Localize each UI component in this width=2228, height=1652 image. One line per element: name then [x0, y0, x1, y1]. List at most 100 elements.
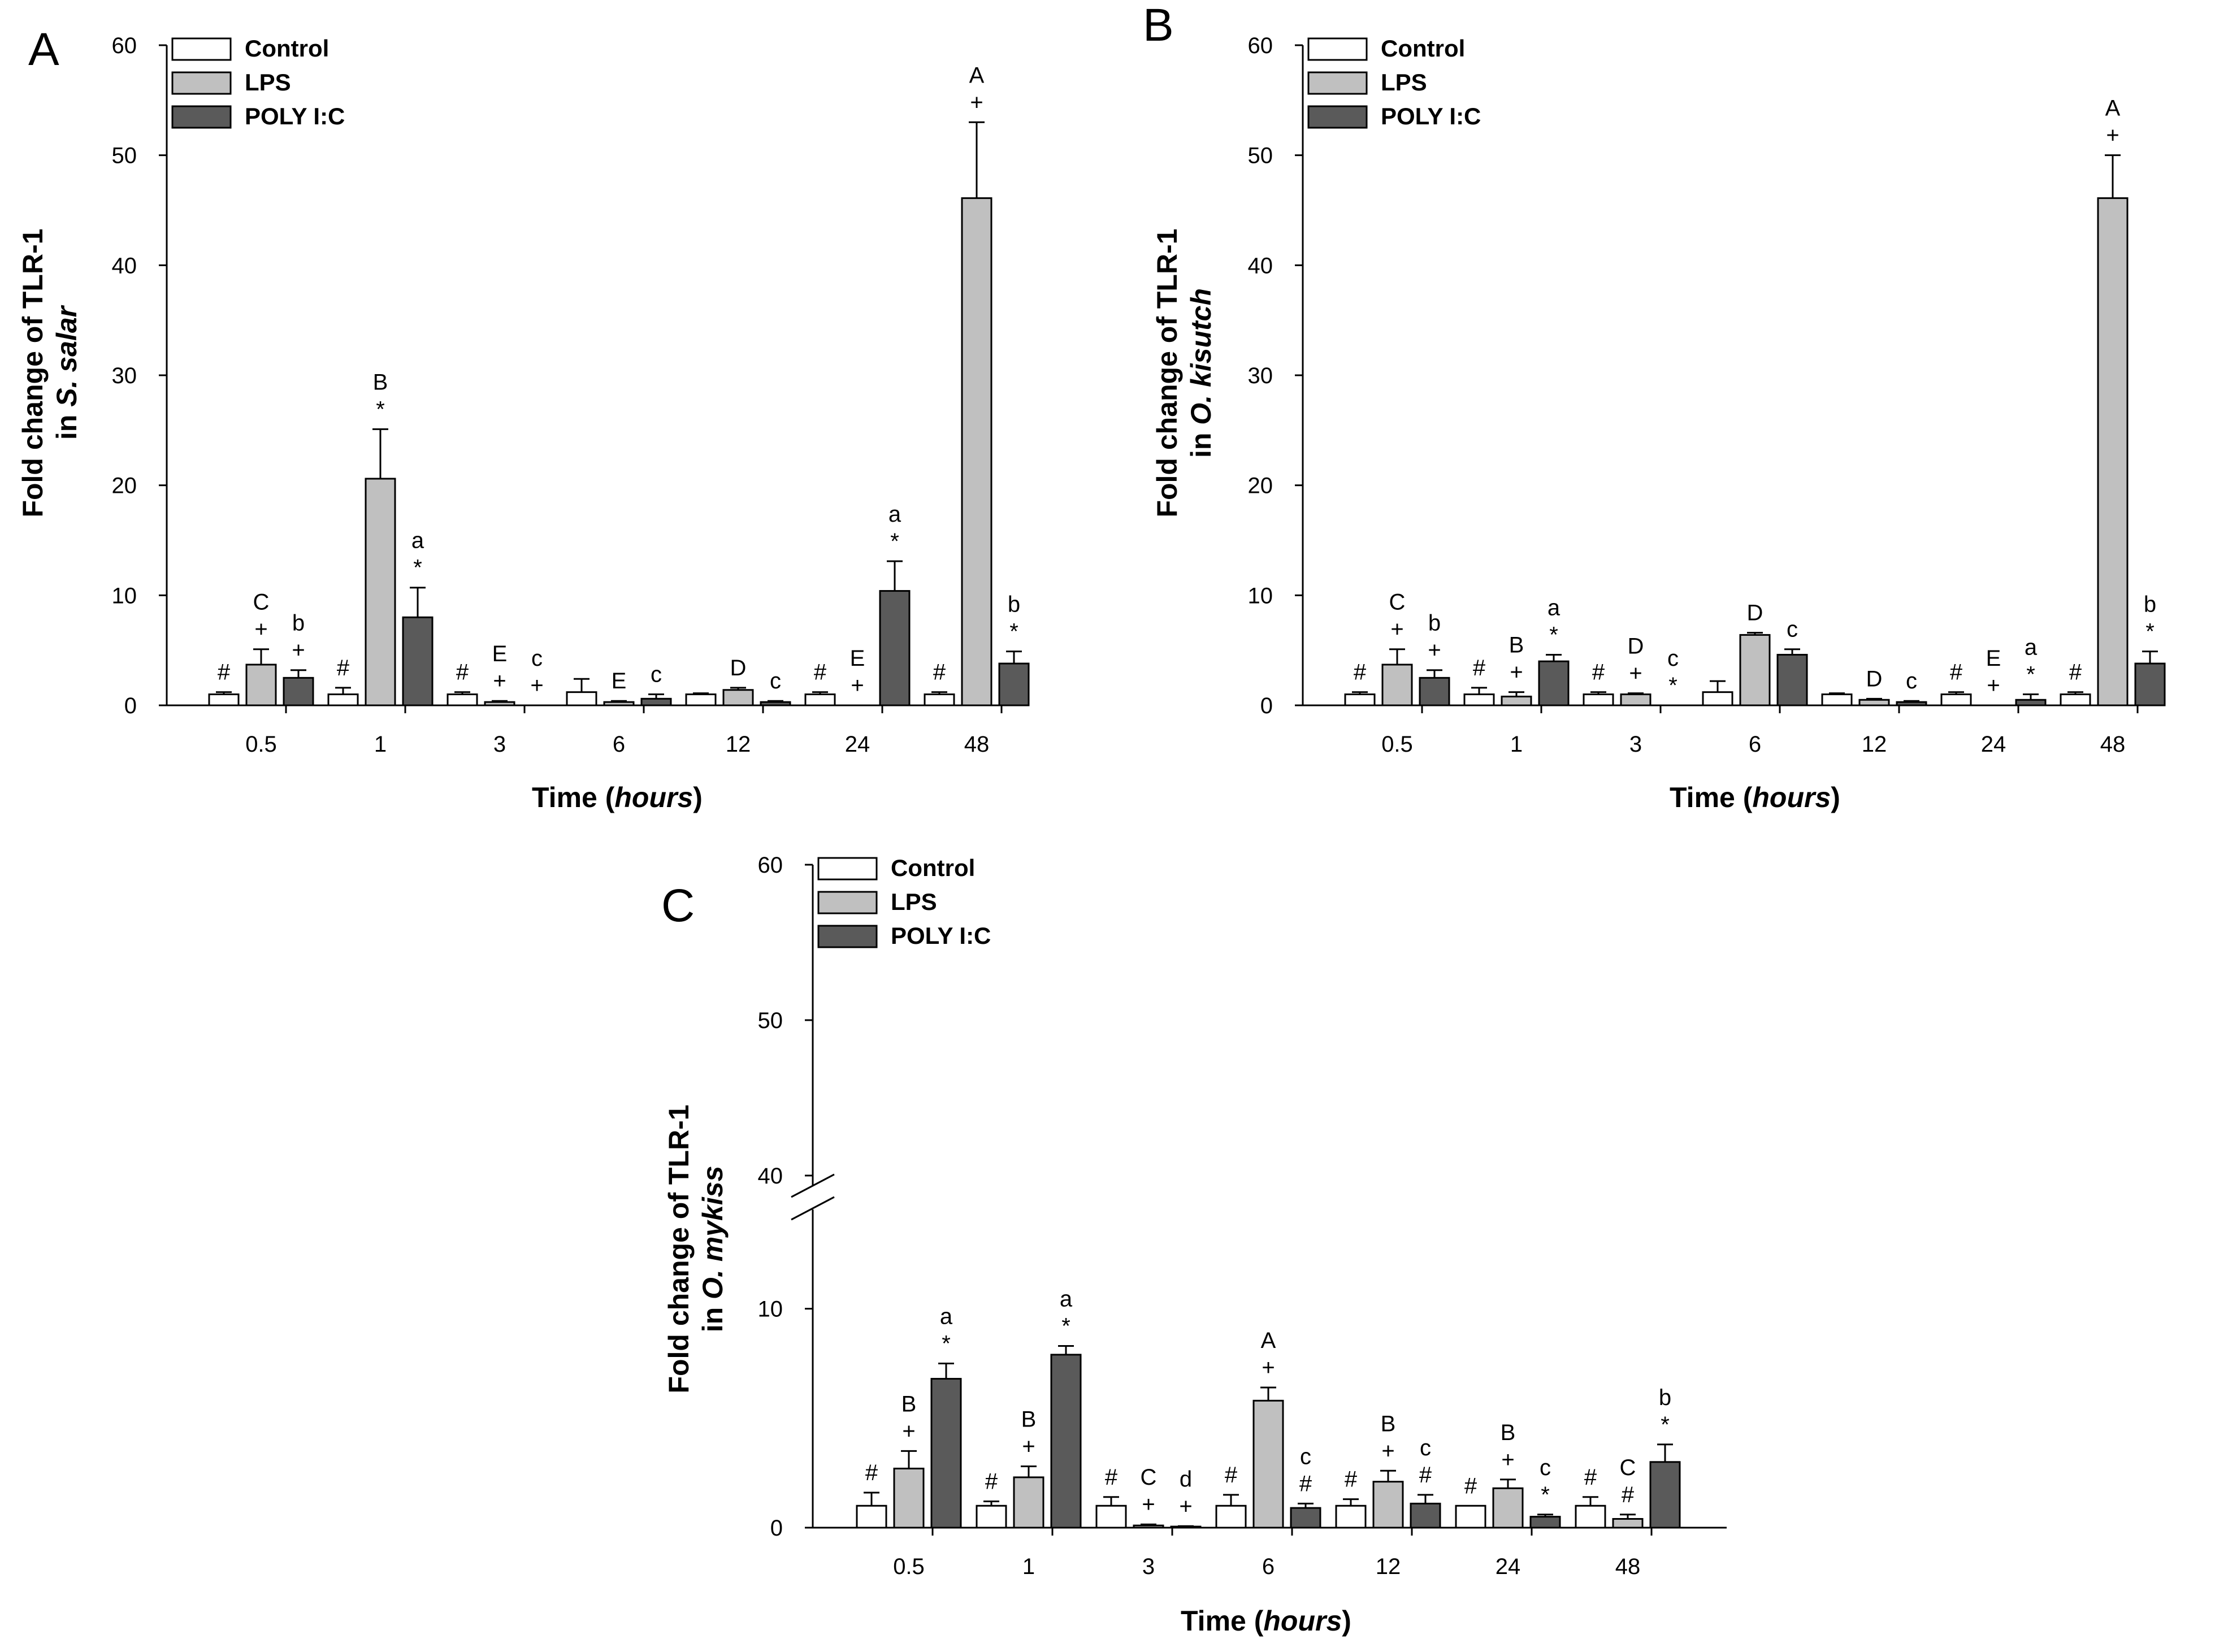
panel-a-y-tick-label: 20: [112, 474, 137, 498]
panel-c-significance-label: C: [1620, 1455, 1636, 1480]
panel-c-y-title-line2: in O. mykiss: [697, 1166, 729, 1333]
panel-b-bar-control: [2060, 693, 2091, 706]
panel-b-bar-lps: [1381, 664, 1413, 706]
panel-c-significance-label: C: [1141, 1465, 1157, 1490]
panel-c-y-tick-label: 50: [758, 1008, 783, 1033]
panel-b-significance-label: *: [1668, 673, 1677, 698]
panel-b-y-tick-label: 10: [1248, 583, 1273, 608]
panel-c-significance-label: #: [1299, 1471, 1312, 1496]
panel-b-y-tick-label: 20: [1248, 474, 1273, 498]
panel-b-significance-label: D: [1747, 601, 1763, 626]
panel-a-significance-label: E: [850, 646, 865, 671]
panel-c-axis-break: [791, 1173, 835, 1221]
panel-b-bar-control: [1821, 693, 1853, 706]
panel-b-x-tick-label: 0.5: [1381, 732, 1413, 757]
panel-c-bar-lps: [1492, 1487, 1524, 1529]
panel-b-significance-label: +: [1428, 638, 1441, 663]
panel-b-significance-label: #: [1592, 660, 1605, 685]
panel-a-legend-swatch-lps: [171, 71, 232, 95]
panel-a-bar-poly: [998, 662, 1030, 706]
panel-c-significance-label: #: [1464, 1473, 1477, 1498]
panel-c-significance-label: c: [1540, 1455, 1551, 1480]
panel-c-significance-label: +: [902, 1419, 915, 1443]
panel-a-bars: [208, 121, 1030, 706]
panel-c-bar-control: [1095, 1504, 1127, 1529]
panel-a-y-tick-label: 30: [112, 363, 137, 388]
panel-a-y-tick-label: 60: [112, 33, 137, 58]
panel-a-significance-label: b: [1008, 592, 1020, 617]
panel-c-y-tick-label: 10: [758, 1297, 783, 1322]
panel-c-significance-label: #: [1419, 1463, 1432, 1488]
panel-b-legend-label-poly: POLY I:C: [1381, 103, 1481, 129]
panel-a-y-title-line2: in S. salar: [51, 305, 83, 440]
panel-a-bar-poly: [640, 697, 672, 706]
panel-c-x-ticks: 0.5 1 3 6 12 24 48: [893, 1528, 1653, 1579]
panel-c-significance-label: a: [940, 1304, 953, 1329]
panel-c-bar-control: [856, 1504, 887, 1529]
panel-a-bar-poly: [879, 590, 911, 706]
panel-c-x-tick-label: 24: [1496, 1554, 1521, 1579]
panel-a-significance-label: +: [970, 90, 983, 115]
panel-b-x-tick-label: 3: [1629, 732, 1642, 757]
panel-a-x-tick-label: 1: [374, 732, 387, 757]
panel-b-x-tick-label: 12: [1862, 732, 1887, 757]
panel-a-bar-lps: [245, 664, 277, 706]
panel-b-bar-lps: [2097, 197, 2129, 706]
panel-a-significance-label: +: [254, 617, 267, 642]
panel-b-letter: B: [1143, 0, 1174, 51]
panel-c-y-tick-label: 0: [770, 1516, 783, 1541]
panel-c-significance-label: #: [865, 1460, 878, 1485]
panel-c-legend-swatch-control: [817, 857, 878, 881]
panel-b-significance-label: A: [2105, 96, 2121, 121]
panel-c-significance-label: #: [1622, 1482, 1635, 1507]
panel-c-bar-control: [1215, 1504, 1247, 1529]
panel-c-significance-label: #: [1105, 1465, 1118, 1490]
panel-a-bar-control: [804, 693, 836, 706]
panel-b-significance-label: c: [1667, 646, 1679, 671]
panel-c-bar-poly: [930, 1378, 962, 1529]
panel-a-significance-label: +: [292, 638, 305, 663]
panel-c-significance-label: +: [1381, 1438, 1394, 1463]
panel-b-significance-label: #: [1473, 656, 1486, 680]
panel-b-y-tick-label: 60: [1248, 33, 1273, 58]
panel-a-x-tick-label: 12: [726, 732, 751, 757]
panel-c-bar-poly: [1410, 1502, 1441, 1529]
panel-c-bar-control: [1575, 1504, 1606, 1529]
panel-c-bar-poly: [1529, 1516, 1561, 1529]
panel-c-bar-lps: [1612, 1518, 1644, 1529]
panel-c-bar-poly: [1649, 1461, 1681, 1529]
panel-b-significance-label: #: [1950, 660, 1963, 685]
panel-a-bar-control: [447, 693, 478, 706]
panel-b-legend-label-control: Control: [1381, 35, 1465, 62]
panel-c-legend-label-poly: POLY I:C: [891, 922, 991, 949]
panel-c-bars: [856, 1345, 1681, 1529]
panel-a-significance-label: #: [218, 660, 231, 685]
panel-b-significance-label: +: [2106, 123, 2119, 148]
panel-c-significance-label: *: [1541, 1482, 1550, 1507]
panel-b-bar-control: [1702, 691, 1733, 706]
panel-c-x-tick-label: 12: [1376, 1554, 1401, 1579]
panel-c-significance-label: *: [1061, 1313, 1070, 1338]
panel-a-significance-label: c: [531, 646, 543, 671]
panel-c-bar-control: [976, 1504, 1007, 1529]
panel-b-significance-label: #: [2069, 660, 2082, 685]
panel-b-y-ticks: 0 10 20 30 40 50 60: [1248, 33, 1303, 718]
panel-c-significance-label: *: [1661, 1412, 1670, 1437]
panel-b-legend-swatch-control: [1307, 37, 1368, 61]
panel-c-significance-label: B: [1381, 1411, 1396, 1436]
panel-a-x-tick-label: 0.5: [245, 732, 277, 757]
panel-a-significance-label: E: [492, 641, 508, 666]
panel-b-significance-label: a: [1548, 595, 1561, 620]
panel-a-x-title: Time (hours): [532, 782, 703, 813]
panel-a-y-tick-label: 50: [112, 144, 137, 168]
panel-c-significance-label: #: [1345, 1467, 1358, 1492]
panel-c-significance-label: #: [985, 1469, 998, 1494]
panel-b-significance-label: a: [2025, 635, 2038, 660]
panel-a-significance-label: b: [292, 611, 305, 636]
panel-a-letter: A: [28, 24, 59, 75]
panel-b-x-tick-label: 48: [2100, 732, 2126, 757]
panel-c-y-ticks: 0 10 40 50 60: [758, 853, 813, 1541]
panel-c-bar-poly: [1050, 1354, 1082, 1529]
